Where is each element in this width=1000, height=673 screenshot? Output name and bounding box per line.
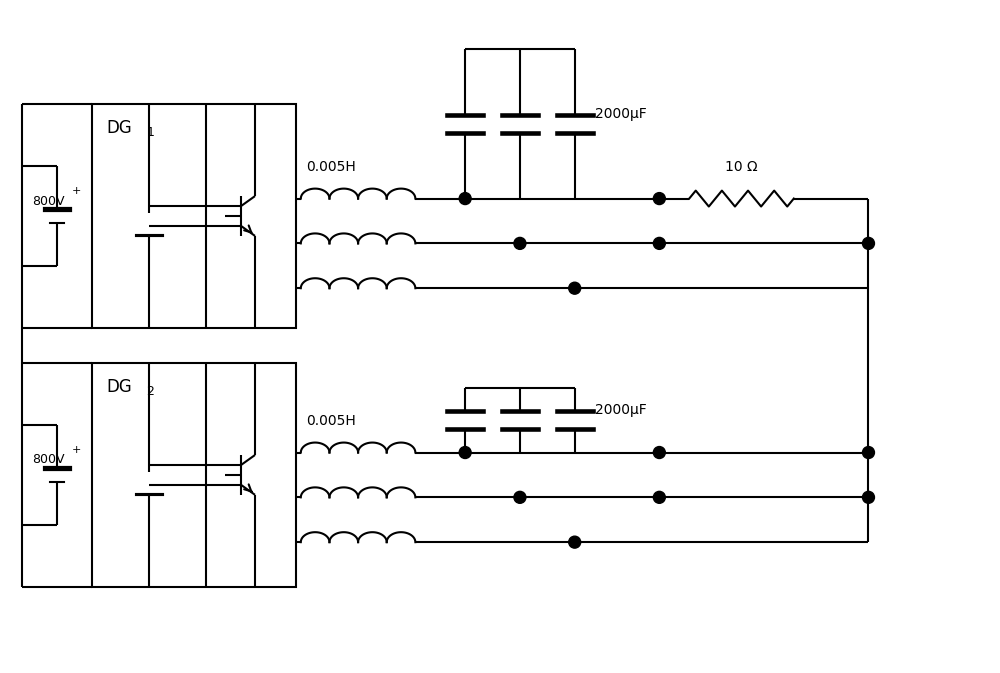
Circle shape [862,447,874,458]
Circle shape [653,447,665,458]
Circle shape [459,192,471,205]
Text: 2000μF: 2000μF [595,107,646,121]
Text: 800V: 800V [32,454,64,466]
Text: 0.005H: 0.005H [306,414,356,427]
Text: DG: DG [107,119,132,137]
FancyBboxPatch shape [92,363,296,587]
Text: 800V: 800V [32,194,64,207]
Text: 2000μF: 2000μF [595,403,646,417]
Text: 2: 2 [146,385,154,398]
Circle shape [653,238,665,250]
Circle shape [569,282,581,294]
Circle shape [862,491,874,503]
Circle shape [514,491,526,503]
Circle shape [653,192,665,205]
Circle shape [653,491,665,503]
Text: +: + [72,186,81,196]
Text: DG: DG [107,378,132,396]
Text: 0.005H: 0.005H [306,160,356,174]
Circle shape [514,238,526,250]
Circle shape [459,447,471,458]
FancyBboxPatch shape [92,104,296,328]
Text: +: + [72,445,81,455]
Text: 10 Ω: 10 Ω [725,160,758,174]
Text: 1: 1 [146,126,154,139]
Circle shape [862,238,874,250]
Circle shape [569,536,581,548]
